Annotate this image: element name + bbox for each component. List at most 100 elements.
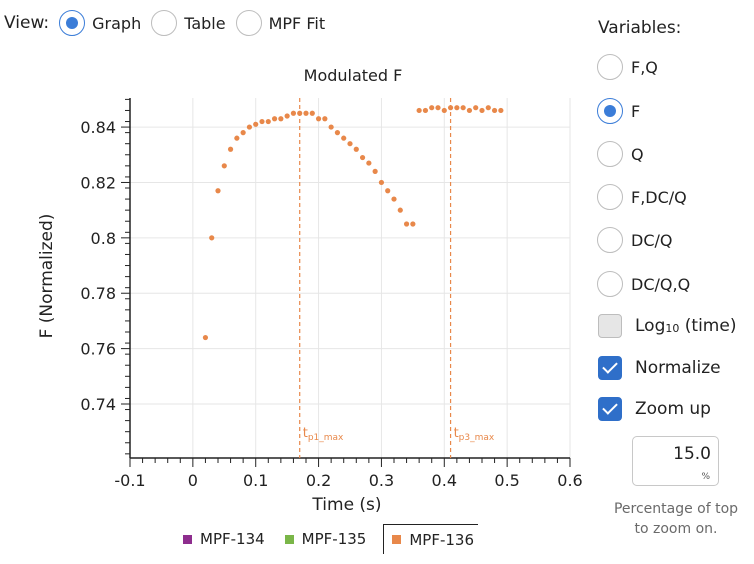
data-point <box>234 135 240 141</box>
legend-item-mpf-135[interactable]: MPF-135 <box>282 524 370 554</box>
data-point <box>328 124 334 130</box>
data-point <box>322 116 328 122</box>
radio-var-fq[interactable] <box>597 54 623 80</box>
legend-item-mpf-136[interactable]: MPF-136 <box>383 524 479 554</box>
legend-swatch <box>392 535 402 544</box>
radio-graph[interactable] <box>59 10 86 36</box>
x-tick-label: -0.1 <box>114 471 145 490</box>
data-point <box>498 107 504 114</box>
data-point <box>353 146 359 152</box>
variable-option-q-label: Q <box>631 144 644 164</box>
view-label: View: <box>4 13 50 33</box>
data-point <box>221 163 227 169</box>
data-point <box>422 107 429 114</box>
data-point <box>284 113 290 119</box>
x-tick-label: 0.1 <box>243 471 268 490</box>
data-point <box>385 188 391 194</box>
data-point <box>447 105 454 111</box>
radio-var-dcq[interactable] <box>597 227 623 253</box>
log-time-label: Log10 (time) <box>635 316 736 336</box>
variable-option-f[interactable]: F <box>597 98 640 124</box>
log-time-checkbox[interactable] <box>598 314 622 338</box>
normalize-checkbox[interactable] <box>598 356 622 380</box>
radio-mpf-fit[interactable] <box>235 10 262 36</box>
data-point <box>341 135 347 141</box>
data-point <box>240 130 246 136</box>
data-point <box>479 107 485 114</box>
y-tick-label: 0.74 <box>80 395 116 414</box>
log-time-label-base: 10 <box>665 322 680 335</box>
data-point <box>466 107 473 114</box>
legend-swatch <box>284 534 294 544</box>
data-point <box>416 107 422 114</box>
data-point <box>491 107 498 114</box>
radio-var-q[interactable] <box>597 141 623 167</box>
data-point <box>359 154 366 161</box>
normalize-option[interactable]: Normalize <box>598 356 721 380</box>
normalize-label: Normalize <box>635 358 721 378</box>
data-point <box>253 121 259 127</box>
zoom-up-option[interactable]: Zoom up <box>598 397 711 421</box>
log-time-option[interactable]: Log10 (time) <box>598 314 736 338</box>
variable-option-f-dcq[interactable]: F,DC/Q <box>597 184 687 210</box>
view-option-table-label: Table <box>184 13 226 33</box>
zoom-percentage-input[interactable] <box>641 444 711 464</box>
x-tick-label: 0 <box>188 471 198 490</box>
data-point <box>485 105 491 111</box>
data-point <box>227 146 234 152</box>
data-point <box>391 196 397 202</box>
chart-title: Modulated F <box>304 66 403 85</box>
data-point <box>215 188 221 194</box>
legend-swatch <box>183 534 192 544</box>
zoom-up-label: Zoom up <box>635 399 711 419</box>
x-tick-label: 0.6 <box>557 471 582 490</box>
modulated-f-chart: -0.1 0 0.1 0.2 0.3 0.4 0.5 0.6 0.74 0.76 0.78 0.8 0.… <box>37 66 583 515</box>
view-option-table[interactable]: Table <box>151 10 226 36</box>
zoom-percentage-caption-line2: to zoom on. <box>634 521 718 537</box>
data-point <box>372 168 378 174</box>
y-tick-label: 0.8 <box>91 229 116 248</box>
data-point <box>435 105 441 111</box>
zoom-percentage-caption: Percentage of top to zoom on. <box>598 499 754 539</box>
zoom-percentage-field[interactable]: % <box>632 436 719 486</box>
x-tick-label: 0.2 <box>306 471 331 490</box>
data-point <box>309 110 315 116</box>
data-point <box>403 221 410 227</box>
log-time-label-prefix: Log <box>635 316 666 336</box>
data-point <box>303 110 309 116</box>
radio-table[interactable] <box>151 10 178 36</box>
zoom-up-checkbox[interactable] <box>598 397 622 421</box>
y-tick-label: 0.76 <box>80 340 116 359</box>
peak-marker-label: tp3_max <box>454 426 495 443</box>
x-axis-label: Time (s) <box>311 495 381 515</box>
variable-option-f-label: F <box>631 101 641 121</box>
variable-option-dcq[interactable]: DC/Q <box>597 227 672 253</box>
variables-title: Variables: <box>598 18 682 38</box>
radio-var-f[interactable] <box>597 98 623 124</box>
data-point <box>460 105 466 111</box>
data-point <box>454 105 460 111</box>
data-point <box>429 105 435 111</box>
data-point <box>290 110 297 116</box>
y-axis-label: F (Normalized) <box>37 214 57 339</box>
radio-var-f-dcq[interactable] <box>597 184 623 210</box>
view-option-mpf-fit[interactable]: MPF Fit <box>235 10 325 36</box>
y-tick-label: 0.78 <box>80 284 116 303</box>
view-option-graph[interactable]: Graph <box>59 10 141 36</box>
data-point <box>278 116 284 122</box>
data-point <box>315 116 322 122</box>
variable-option-fq[interactable]: F,Q <box>597 54 658 80</box>
variable-option-f-dcq-label: F,DC/Q <box>631 187 687 207</box>
chart-legend: MPF-134 MPF-135 MPF-136 <box>180 524 492 554</box>
variable-option-dcq-q[interactable]: DC/Q,Q <box>597 271 690 297</box>
y-tick-label: 0.82 <box>80 173 116 192</box>
radio-var-dcq-q[interactable] <box>597 271 623 297</box>
data-point <box>473 105 479 111</box>
legend-item-mpf-134[interactable]: MPF-134 <box>180 524 268 554</box>
data-point <box>265 118 271 125</box>
y-tick-label: 0.84 <box>80 118 116 137</box>
view-selector: View: Graph Table MPF Fit <box>4 8 335 38</box>
log-time-label-suffix: (time) <box>679 316 737 336</box>
variable-option-q[interactable]: Q <box>597 141 644 167</box>
x-tick-label: 0.5 <box>494 471 519 490</box>
